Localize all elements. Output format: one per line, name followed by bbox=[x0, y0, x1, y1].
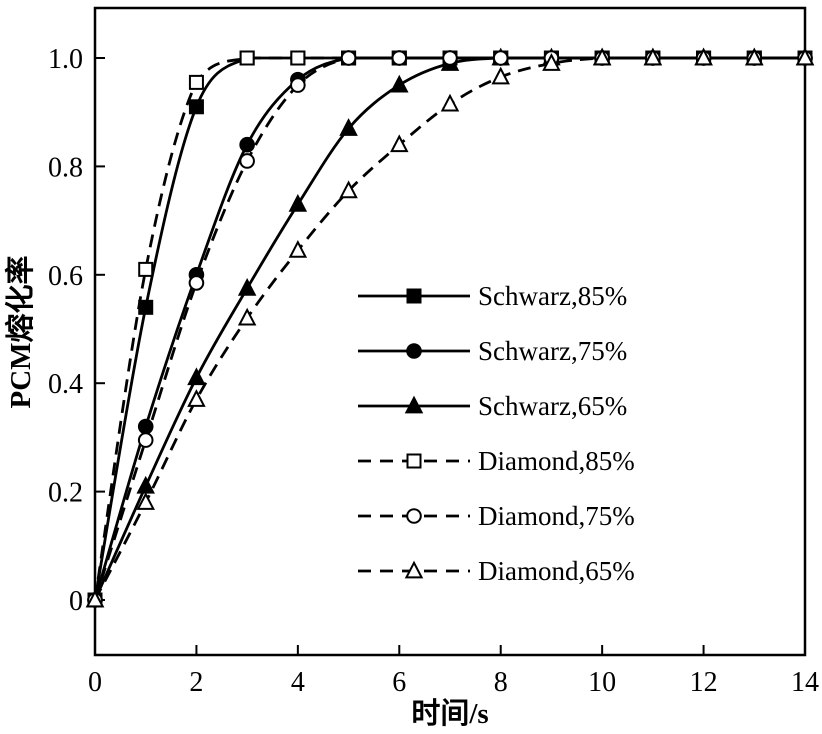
legend-label: Schwarz,65% bbox=[478, 391, 627, 421]
x-tick-label: 10 bbox=[588, 667, 616, 698]
legend: Schwarz,85% Schwarz,75% Schwarz,65% Diamond… bbox=[358, 281, 635, 586]
series-line-schwarz-75 bbox=[93, 56, 805, 601]
y-tick-label: 0 bbox=[69, 586, 83, 617]
legend-label: Schwarz,85% bbox=[478, 281, 627, 311]
x-tick-label: 14 bbox=[791, 667, 819, 698]
series-line-diamond-85 bbox=[93, 56, 805, 601]
y-tick-label: 1.0 bbox=[48, 44, 83, 75]
x-axis-ticks bbox=[94, 645, 806, 655]
legend-label: Diamond,65% bbox=[478, 556, 635, 586]
x-tick-label: 4 bbox=[291, 667, 305, 698]
x-tick-label: 8 bbox=[494, 667, 508, 698]
series-markers-diamond-75 bbox=[87, 50, 813, 608]
y-tick-label: 0.2 bbox=[48, 478, 83, 509]
x-tick-label: 2 bbox=[189, 667, 203, 698]
x-tick-label: 12 bbox=[690, 667, 718, 698]
y-axis-ticks bbox=[95, 57, 105, 601]
legend-item: Schwarz,75% bbox=[358, 336, 627, 366]
series-markers-schwarz-65 bbox=[85, 47, 815, 608]
chart-generated-content: 0 2 4 6 8 10 12 1400.20.40.60.81.0Schwarz,85%Sc… bbox=[48, 6, 819, 698]
legend-item: Schwarz,85% bbox=[358, 281, 627, 311]
series-line-schwarz-65 bbox=[93, 56, 805, 601]
x-axis-title: 时间/s bbox=[411, 697, 488, 730]
legend-item: Diamond,85% bbox=[358, 446, 635, 476]
series-markers-diamond-65 bbox=[85, 47, 815, 608]
plot-border bbox=[93, 6, 807, 657]
y-axis-tick-labels: 0 0.2 0.4 0.6 0.8 1.0 bbox=[48, 44, 83, 617]
series-line-schwarz-85 bbox=[93, 56, 805, 601]
y-tick-label: 0.8 bbox=[48, 152, 83, 183]
y-tick-label: 0.4 bbox=[48, 369, 83, 400]
x-tick-label: 0 bbox=[88, 667, 102, 698]
x-tick-label: 6 bbox=[392, 667, 406, 698]
legend-label: Diamond,75% bbox=[478, 501, 635, 531]
series-markers-schwarz-85 bbox=[87, 50, 813, 608]
legend-item: Diamond,75% bbox=[358, 501, 635, 531]
series-markers-schwarz-75 bbox=[87, 50, 813, 608]
y-axis-title: PCM熔化率 bbox=[3, 255, 37, 408]
legend-label: Diamond,85% bbox=[478, 446, 635, 476]
series-line-diamond-75 bbox=[93, 56, 805, 601]
y-tick-label: 0.6 bbox=[48, 261, 83, 292]
legend-label: Schwarz,75% bbox=[478, 336, 627, 366]
series-markers-diamond-85 bbox=[87, 50, 813, 608]
x-axis-tick-labels: 0 2 4 6 8 10 12 14 bbox=[88, 667, 819, 698]
legend-item: Diamond,65% bbox=[358, 556, 635, 586]
series-line-diamond-65 bbox=[93, 56, 805, 601]
legend-item: Schwarz,65% bbox=[358, 391, 627, 421]
